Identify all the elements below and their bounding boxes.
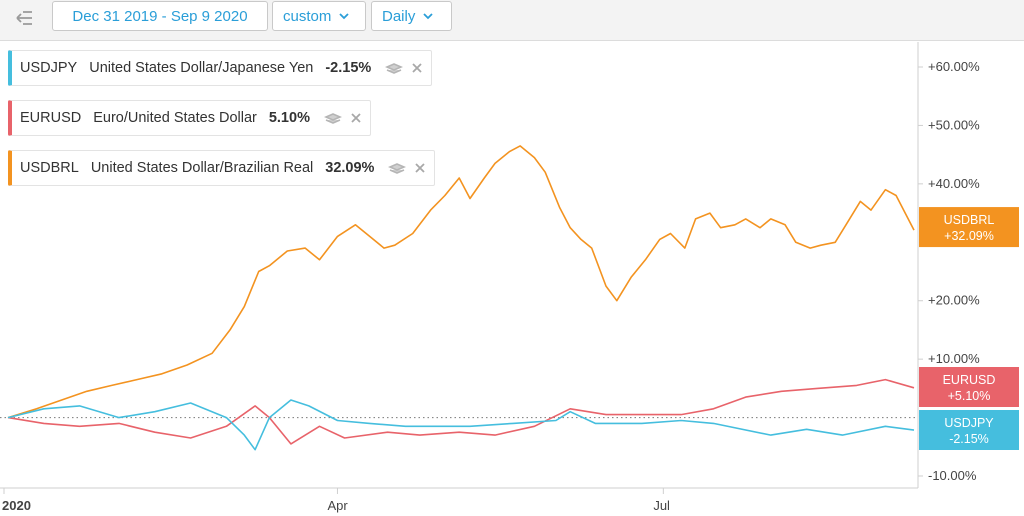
legend-name: Euro/United States Dollar [93, 110, 257, 126]
badge-bg [919, 367, 1019, 407]
y-tick-label: +40.00% [928, 176, 980, 191]
badge-symbol: USDJPY [944, 416, 994, 430]
badge-bg [919, 207, 1019, 248]
chevron-down-icon [339, 12, 349, 20]
last-value-badges: USDBRL +32.09% EURUSD +5.10% USDJPY -2.15% [919, 207, 1019, 450]
interval-label: Daily [382, 7, 416, 25]
badge-change: +32.09% [944, 229, 994, 243]
legend-change: 5.10% [268, 110, 310, 126]
interval-select[interactable]: Daily [371, 1, 452, 31]
y-tick-label: +10.00% [928, 351, 980, 366]
legend-item-usdbrl: USDBRL United States Dollar/Brazilian Re… [8, 150, 436, 186]
range-mode-select[interactable]: custom [272, 1, 366, 31]
badge-usdbrl: USDBRL +32.09% [919, 207, 1019, 248]
legend-item-eurusd: EURUSD Euro/United States Dollar 5.10% [8, 100, 371, 136]
layers-icon[interactable] [388, 160, 407, 176]
legend-name: United States Dollar/Japanese Yen [89, 60, 314, 76]
badge-bg [919, 410, 1019, 450]
close-icon[interactable] [350, 112, 362, 124]
x-tick-label: 2020 [2, 498, 31, 513]
legend-symbol: USDBRL [20, 160, 79, 176]
badge-eurusd: EURUSD +5.10% [919, 367, 1019, 407]
layers-icon[interactable] [323, 110, 342, 126]
legend-symbol: USDJPY [20, 60, 78, 76]
legend-name: United States Dollar/Brazilian Real [90, 160, 314, 176]
close-icon[interactable] [411, 62, 423, 74]
x-tick-label: Apr [327, 498, 348, 513]
date-range-label: Dec 31 2019 - Sep 9 2020 [72, 7, 248, 25]
series-line-eurusd [7, 378, 915, 445]
y-tick-label: -10.00% [928, 468, 977, 483]
badge-change: -2.15% [949, 432, 989, 446]
legend-change: 32.09% [325, 160, 375, 176]
series-line-usdbrl [7, 145, 915, 419]
layers-icon[interactable] [385, 60, 404, 76]
axes: -10.00% +10.00% +20.00% +40.00% +50.00% +60.0… [0, 42, 980, 513]
y-tick-label: +60.00% [928, 59, 980, 74]
badge-symbol: USDBRL [944, 213, 995, 227]
badge-usdjpy: USDJPY -2.15% [919, 410, 1019, 450]
legend-change: -2.15% [325, 60, 372, 76]
range-mode-label: custom [283, 7, 332, 25]
legend-item-usdjpy: USDJPY United States Dollar/Japanese Yen… [8, 50, 433, 86]
collapse-panel-button[interactable] [8, 4, 40, 32]
badge-symbol: EURUSD [943, 373, 996, 387]
date-range-button[interactable]: Dec 31 2019 - Sep 9 2020 [52, 1, 268, 31]
badge-change: +5.10% [948, 389, 991, 403]
close-icon[interactable] [414, 162, 426, 174]
y-tick-label: +20.00% [928, 293, 980, 308]
x-tick-label: Jul [653, 498, 670, 513]
chevron-down-icon [423, 12, 433, 20]
chart-toolbar: Dec 31 2019 - Sep 9 2020 custom Daily [0, 0, 1024, 41]
series-line-usdjpy [7, 399, 915, 451]
y-tick-label: +50.00% [928, 117, 980, 132]
collapse-list-icon [16, 11, 32, 25]
legend-symbol: EURUSD [20, 110, 82, 126]
series-lines [7, 145, 915, 451]
